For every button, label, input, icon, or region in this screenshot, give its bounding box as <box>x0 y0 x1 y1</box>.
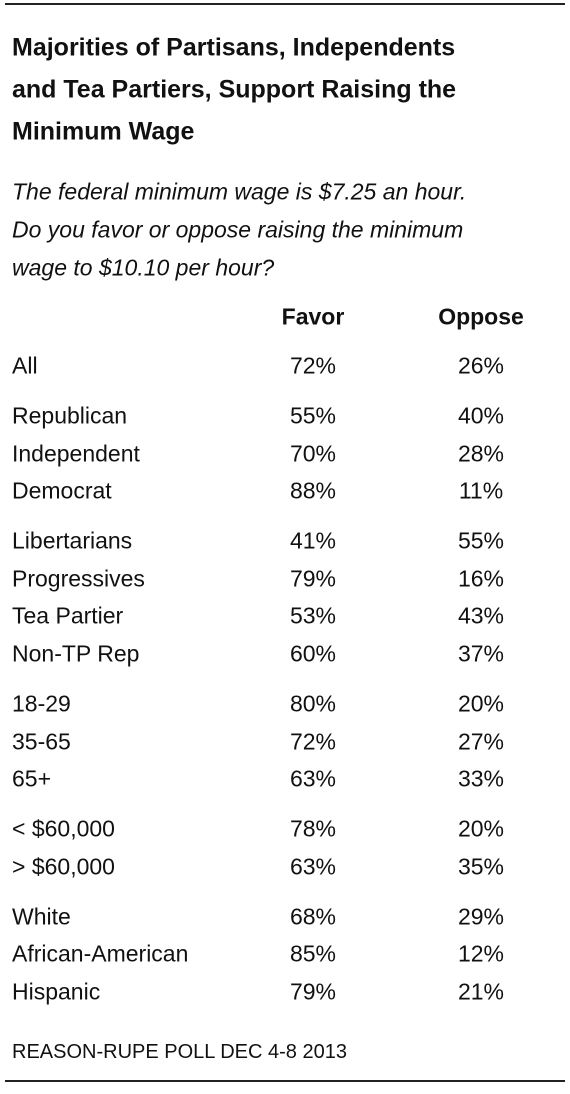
favor-value: 68% <box>289 903 337 930</box>
oppose-value: 37% <box>457 640 505 667</box>
column-header: Favor <box>281 303 345 330</box>
row-label: Republican <box>12 402 128 429</box>
oppose-value: 16% <box>457 565 505 592</box>
title-line: Majorities of Partisans, Independents <box>12 33 456 62</box>
oppose-value: 20% <box>457 690 505 717</box>
oppose-value: 26% <box>457 352 505 379</box>
oppose-value: 43% <box>457 602 505 629</box>
row-label: Democrat <box>12 477 112 504</box>
subtitle-line: The federal minimum wage is $7.25 an hou… <box>12 178 467 205</box>
favor-value: 70% <box>289 440 337 467</box>
favor-value: 85% <box>289 940 337 967</box>
row-label: Libertarians <box>12 527 133 554</box>
row-label: Progressives <box>12 565 145 592</box>
row-label: 35-65 <box>12 728 71 755</box>
oppose-value: 27% <box>457 728 505 755</box>
row-label: 65+ <box>12 765 52 792</box>
oppose-value: 55% <box>457 527 505 554</box>
oppose-value: 12% <box>457 940 505 967</box>
title-line: and Tea Partiers, Support Raising the <box>12 75 457 104</box>
favor-value: 88% <box>289 477 337 504</box>
favor-value: 63% <box>289 853 337 880</box>
row-label: African-American <box>12 940 189 967</box>
favor-value: 72% <box>289 728 337 755</box>
row-label: 18-29 <box>12 690 71 717</box>
favor-value: 53% <box>289 602 337 629</box>
favor-value: 72% <box>289 352 337 379</box>
row-label: Non-TP Rep <box>12 640 140 667</box>
favor-value: 80% <box>289 690 337 717</box>
subtitle-line: wage to $10.10 per hour? <box>12 254 275 281</box>
favor-value: 41% <box>289 527 337 554</box>
column-header: Oppose <box>438 303 524 330</box>
favor-value: 63% <box>289 765 337 792</box>
bottom-rule <box>5 1080 565 1082</box>
favor-value: 55% <box>289 402 337 429</box>
oppose-value: 21% <box>457 978 505 1005</box>
source-note: REASON-RUPE POLL DEC 4-8 2013 <box>12 1041 347 1063</box>
row-label: Hispanic <box>12 978 101 1005</box>
row-label: Tea Partier <box>12 602 124 629</box>
favor-value: 78% <box>289 815 337 842</box>
title-line: Minimum Wage <box>12 117 195 146</box>
row-label: All <box>12 352 38 379</box>
oppose-value: 35% <box>457 853 505 880</box>
row-label: > $60,000 <box>12 853 115 880</box>
row-label: < $60,000 <box>12 815 115 842</box>
row-label: Independent <box>12 440 140 467</box>
oppose-value: 29% <box>457 903 505 930</box>
favor-value: 79% <box>289 978 337 1005</box>
top-rule <box>5 3 565 5</box>
favor-value: 60% <box>289 640 337 667</box>
row-label: White <box>12 903 71 930</box>
oppose-value: 33% <box>457 765 505 792</box>
oppose-value: 20% <box>457 815 505 842</box>
oppose-value: 40% <box>457 402 505 429</box>
oppose-value: 11% <box>458 477 504 504</box>
subtitle-line: Do you favor or oppose raising the minim… <box>12 216 464 243</box>
oppose-value: 28% <box>457 440 505 467</box>
favor-value: 79% <box>289 565 337 592</box>
